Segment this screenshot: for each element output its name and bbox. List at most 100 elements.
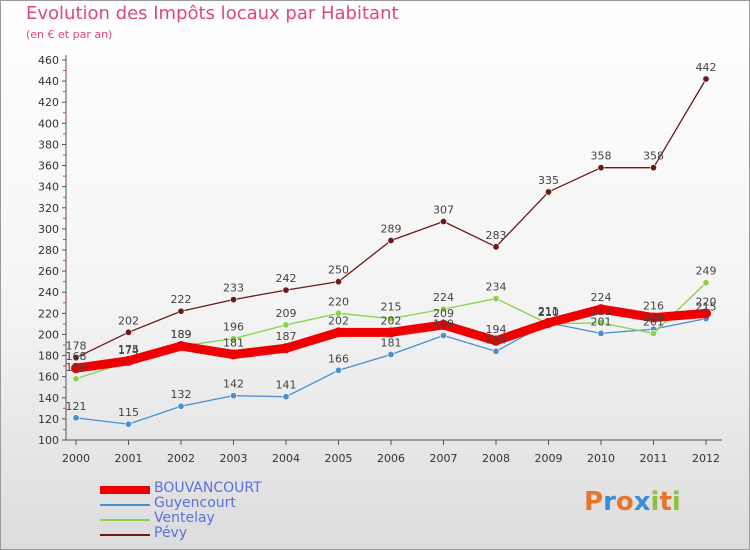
- x-tick-label: 2000: [62, 452, 90, 465]
- legend-swatch-bouvancourt: [100, 486, 150, 494]
- data-label-guyencourt: 199: [433, 318, 454, 331]
- data-point-ventelay: [72, 375, 80, 383]
- data-point-pevy: [702, 75, 710, 83]
- y-tick-label: 280: [38, 244, 59, 257]
- data-point-pevy: [439, 218, 447, 226]
- logo-letter: i: [671, 487, 681, 517]
- data-point-pevy: [492, 243, 500, 251]
- data-label-bouvancourt: 202: [381, 314, 402, 327]
- x-tick-label: 2003: [220, 452, 248, 465]
- data-label-bouvancourt: 220: [696, 295, 717, 308]
- data-point-guyencourt: [282, 393, 290, 401]
- data-label-ventelay: 158: [66, 361, 87, 374]
- data-label-bouvancourt: 181: [223, 337, 244, 350]
- logo-letter: t: [659, 487, 672, 517]
- data-label-guyencourt: 215: [696, 301, 717, 314]
- y-tick-label: 460: [38, 54, 59, 67]
- data-point-bouvancourt: [228, 349, 239, 360]
- data-label-bouvancourt: 168: [66, 350, 87, 363]
- data-label-guyencourt: 121: [66, 400, 87, 413]
- data-label-guyencourt: 184: [486, 333, 507, 346]
- data-point-bouvancourt: [176, 341, 186, 352]
- y-tick-label: 360: [38, 160, 59, 173]
- data-label-bouvancourt: 194: [486, 323, 507, 336]
- data-label-guyencourt: 211: [538, 305, 559, 318]
- data-label-bouvancourt: 211: [538, 305, 559, 318]
- data-point-ventelay: [649, 329, 657, 337]
- data-label-bouvancourt: 209: [433, 307, 454, 320]
- chart-subtitle: (en € et par an): [26, 28, 113, 41]
- chart-title: Evolution des Impôts locaux par Habitant: [26, 3, 399, 24]
- data-point-bouvancourt: [386, 327, 396, 338]
- data-label-ventelay: 211: [591, 305, 612, 318]
- logo-letter: P: [584, 487, 604, 517]
- data-label-bouvancourt: 216: [643, 300, 664, 313]
- data-point-ventelay: [439, 305, 447, 313]
- y-tick-label: 120: [38, 413, 59, 426]
- y-tick-label: 400: [38, 117, 59, 130]
- data-label-ventelay: 209: [276, 307, 297, 320]
- x-tick-label: 2011: [640, 452, 668, 465]
- legend-swatch-guyencourt: [100, 504, 150, 506]
- data-point-ventelay: [334, 309, 342, 317]
- data-label-guyencourt: 201: [591, 315, 612, 328]
- legend-item-bouvancourt: BOUVANCOURT: [100, 480, 340, 497]
- data-point-pevy: [72, 354, 80, 362]
- data-label-guyencourt: 115: [118, 406, 139, 419]
- legend-swatch-pevy: [100, 534, 150, 536]
- legend-label-bouvancourt: BOUVANCOURT: [154, 480, 262, 496]
- data-label-ventelay: 234: [486, 281, 507, 294]
- y-tick-label: 440: [38, 75, 59, 88]
- data-point-guyencourt: [597, 329, 605, 337]
- data-label-pevy: 442: [696, 61, 717, 74]
- data-point-bouvancourt: [71, 363, 81, 374]
- y-tick-label: 200: [38, 328, 59, 341]
- y-tick-label: 100: [38, 434, 59, 447]
- data-label-ventelay: 174: [118, 344, 139, 357]
- legend-label-guyencourt: Guyencourt: [154, 495, 236, 511]
- data-point-guyencourt: [334, 366, 342, 374]
- data-label-bouvancourt: 187: [276, 330, 297, 343]
- data-label-ventelay: 210: [538, 306, 559, 319]
- data-label-bouvancourt: 189: [171, 328, 192, 341]
- data-point-bouvancourt: [701, 308, 711, 319]
- data-label-ventelay: 220: [328, 295, 349, 308]
- y-tick-label: 300: [38, 223, 59, 236]
- logo-letter: i: [650, 487, 660, 517]
- logo-letter: x: [633, 487, 651, 517]
- y-tick-label: 160: [38, 371, 59, 384]
- data-point-pevy: [125, 328, 133, 336]
- x-tick-label: 2004: [272, 452, 300, 465]
- x-tick-label: 2008: [482, 452, 510, 465]
- data-label-pevy: 202: [118, 314, 139, 327]
- data-label-guyencourt: 142: [223, 378, 244, 391]
- data-point-guyencourt: [125, 420, 133, 428]
- y-tick-label: 340: [38, 181, 59, 194]
- legend-label-ventelay: Ventelay: [154, 510, 215, 526]
- data-label-guyencourt: 141: [276, 379, 297, 392]
- data-label-pevy: 335: [538, 174, 559, 187]
- data-label-pevy: 233: [223, 282, 244, 295]
- data-label-guyencourt: 205: [643, 311, 664, 324]
- y-tick-label: 240: [38, 286, 59, 299]
- data-point-guyencourt: [230, 392, 238, 400]
- x-tick-label: 2006: [377, 452, 405, 465]
- data-label-ventelay: 201: [643, 315, 664, 328]
- data-point-pevy: [387, 237, 395, 245]
- data-point-guyencourt: [387, 350, 395, 358]
- data-point-pevy: [230, 296, 238, 304]
- data-point-bouvancourt: [281, 343, 291, 354]
- legend-swatch-ventelay: [100, 519, 150, 521]
- data-label-pevy: 250: [328, 264, 349, 277]
- data-point-bouvancourt: [648, 312, 659, 323]
- data-label-pevy: 289: [381, 223, 402, 236]
- data-label-pevy: 307: [433, 204, 454, 217]
- x-tick-label: 2002: [167, 452, 195, 465]
- data-point-pevy: [334, 278, 342, 286]
- x-tick-label: 2007: [430, 452, 458, 465]
- data-label-pevy: 222: [171, 293, 192, 306]
- data-label-bouvancourt: 202: [328, 314, 349, 327]
- x-tick-label: 2009: [535, 452, 563, 465]
- y-tick-label: 320: [38, 202, 59, 215]
